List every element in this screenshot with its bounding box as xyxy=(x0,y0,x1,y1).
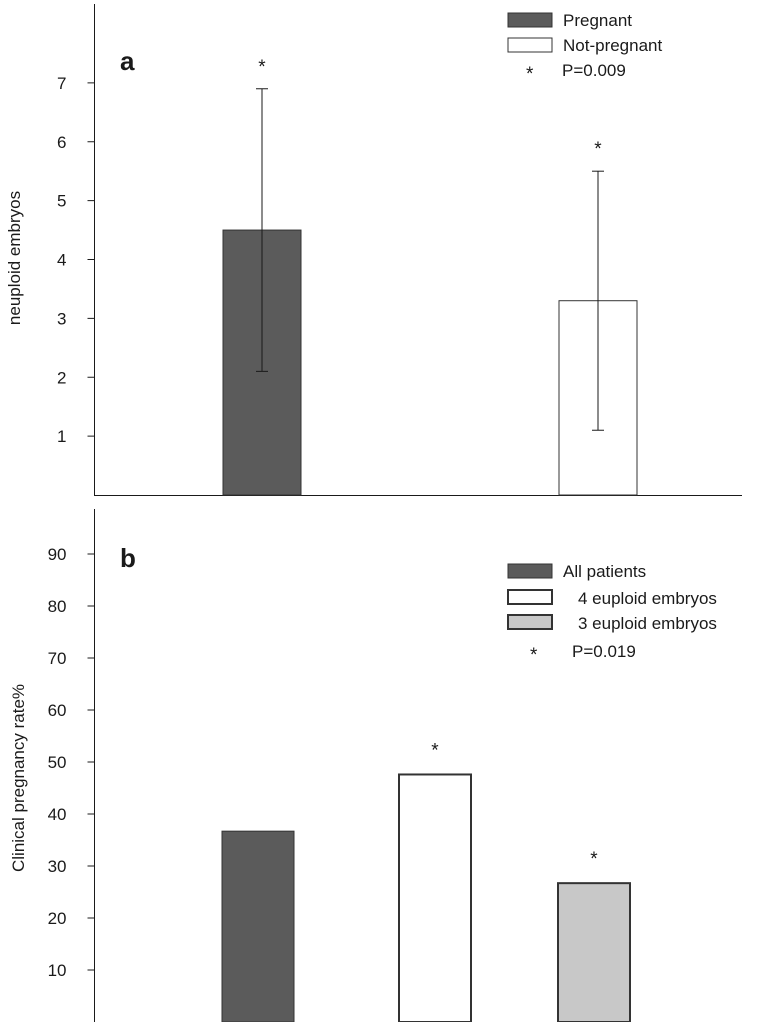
legend-swatch-all-patients xyxy=(507,563,553,579)
legend-label-4-euploid: 4 euploid embryos xyxy=(578,589,717,608)
panel-b-bars: ** xyxy=(221,740,631,1022)
panel-b-tick-label: 70 xyxy=(48,649,67,668)
legend-label-all-patients: All patients xyxy=(563,562,646,581)
panel-b-tick-label: 20 xyxy=(48,909,67,928)
panel-a-y-axis-label: neuploid embryos xyxy=(5,191,24,325)
panel-a-tick-label: 1 xyxy=(57,427,66,446)
legend-note-symbol-b: * xyxy=(530,645,538,666)
panel-a-tick-label: 4 xyxy=(57,251,66,270)
panel-b-tick-label: 50 xyxy=(48,753,67,772)
panel-a-significance-mark-2: * xyxy=(594,139,602,160)
panel-b-significance-mark-2: * xyxy=(431,740,439,761)
legend-note-p-value: P=0.009 xyxy=(562,61,626,80)
panel-b-y-ticks: 10 20 30 40 50 60 70 80 90 xyxy=(48,545,95,980)
panel-a-tick-label: 6 xyxy=(57,133,66,152)
legend-swatch-4-euploid xyxy=(507,589,553,605)
panel-b-bar-3 xyxy=(557,882,631,1022)
panel-b: b Clinical pregnancy rate% 10 20 30 40 50 60 7… xyxy=(9,509,717,1022)
legend-label-3-euploid: 3 euploid embryos xyxy=(578,614,717,633)
legend-swatch-not-pregnant xyxy=(507,37,553,53)
panel-b-bar-2 xyxy=(398,773,472,1022)
panel-a-legend: Pregnant Not-pregnant * P=0.009 xyxy=(507,11,663,85)
panel-a-significance-mark-1: * xyxy=(258,57,266,78)
panel-a-tick-label: 7 xyxy=(57,74,66,93)
legend-label-not-pregnant: Not-pregnant xyxy=(563,36,663,55)
panel-a-tick-label: 2 xyxy=(57,368,66,387)
panel-b-tick-label: 30 xyxy=(48,857,67,876)
panel-b-tick-label: 60 xyxy=(48,701,67,720)
legend-note-symbol: * xyxy=(526,64,534,85)
legend-swatch-pregnant xyxy=(507,12,553,28)
panel-b-legend: All patients 4 euploid embryos 3 euploid… xyxy=(507,562,717,666)
panel-a-tick-label: 3 xyxy=(57,309,66,328)
panel-a-y-ticks: 1 2 3 4 5 6 7 xyxy=(57,74,95,446)
legend-swatch-3-euploid xyxy=(507,614,553,630)
panel-b-bar-1 xyxy=(221,830,295,1022)
panel-b-tick-label: 10 xyxy=(48,961,67,980)
panel-b-significance-mark-3: * xyxy=(590,849,598,870)
panel-b-tick-label: 80 xyxy=(48,597,67,616)
panel-a-bars: ** xyxy=(222,57,638,496)
panel-b-y-axis-label: Clinical pregnancy rate% xyxy=(9,684,28,872)
panel-b-tick-label: 90 xyxy=(48,545,67,564)
panel-a-tick-label: 5 xyxy=(57,192,66,211)
panel-b-tick-label: 40 xyxy=(48,805,67,824)
panel-b-label: b xyxy=(120,543,136,573)
legend-label-pregnant: Pregnant xyxy=(563,11,632,30)
legend-note-p-value-b: P=0.019 xyxy=(572,642,636,661)
panel-a-label: a xyxy=(120,46,135,76)
